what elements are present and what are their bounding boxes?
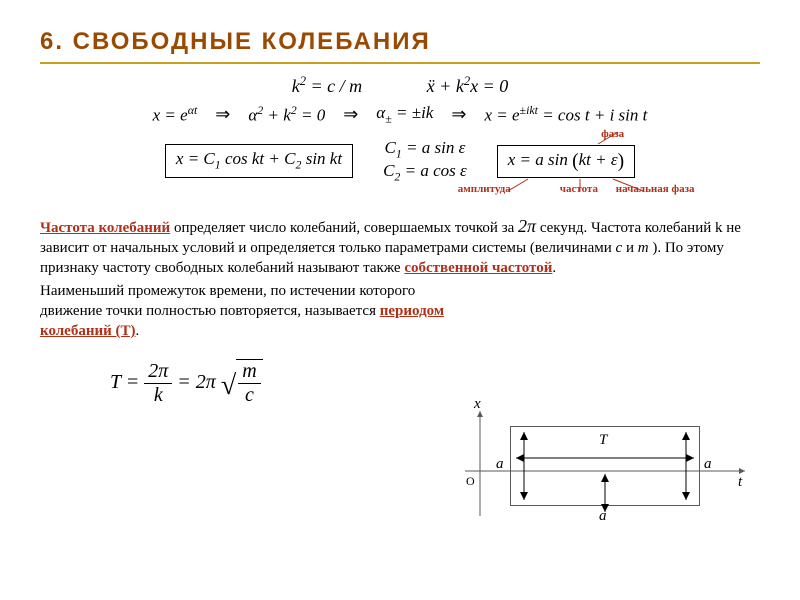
paragraph-1: Частота колебаний определяет число колеб…	[40, 214, 760, 279]
a-bot-label: a	[599, 508, 607, 525]
hl-frequency: Частота колебаний	[40, 220, 170, 236]
T-label: T	[599, 432, 607, 449]
phase-form-box: x = a sin (kt + ε) фаза амплитуда частот…	[497, 145, 635, 178]
anno-phase: фаза	[601, 128, 624, 140]
hl-natural-freq: собственной частотой	[404, 260, 552, 276]
equation-row-1: k2 = c / m ẍ + k2x = 0	[40, 74, 760, 97]
period-equation: T = 2π k = 2π √ m c	[110, 359, 760, 407]
title-underline	[40, 62, 760, 64]
origin-label: O	[466, 474, 475, 489]
axis-x-label: x	[474, 396, 481, 413]
slide-title: 6. СВОБОДНЫЕ КОЛЕБАНИЯ	[40, 28, 760, 56]
general-solution-box: x = C1 cos kt + C2 sin kt	[165, 144, 353, 177]
period-diagram: x t O T a a a	[460, 406, 750, 536]
equation-row-2: x = eαt ⇒ α2 + k2 = 0 ⇒ α± = ±ik ⇒ x = e…	[40, 103, 760, 126]
a-left-label: a	[496, 456, 504, 473]
axis-t-label: t	[738, 474, 742, 491]
anno-frequency: частота	[560, 183, 598, 195]
equation-row-3: x = C1 cos kt + C2 sin kt C1 = a sin ε C…	[40, 138, 760, 183]
anno-amplitude: амплитуда	[458, 183, 511, 195]
a-right-label: a	[704, 456, 712, 473]
paragraph-2: Наименьший промежуток времени, по истече…	[40, 281, 460, 342]
